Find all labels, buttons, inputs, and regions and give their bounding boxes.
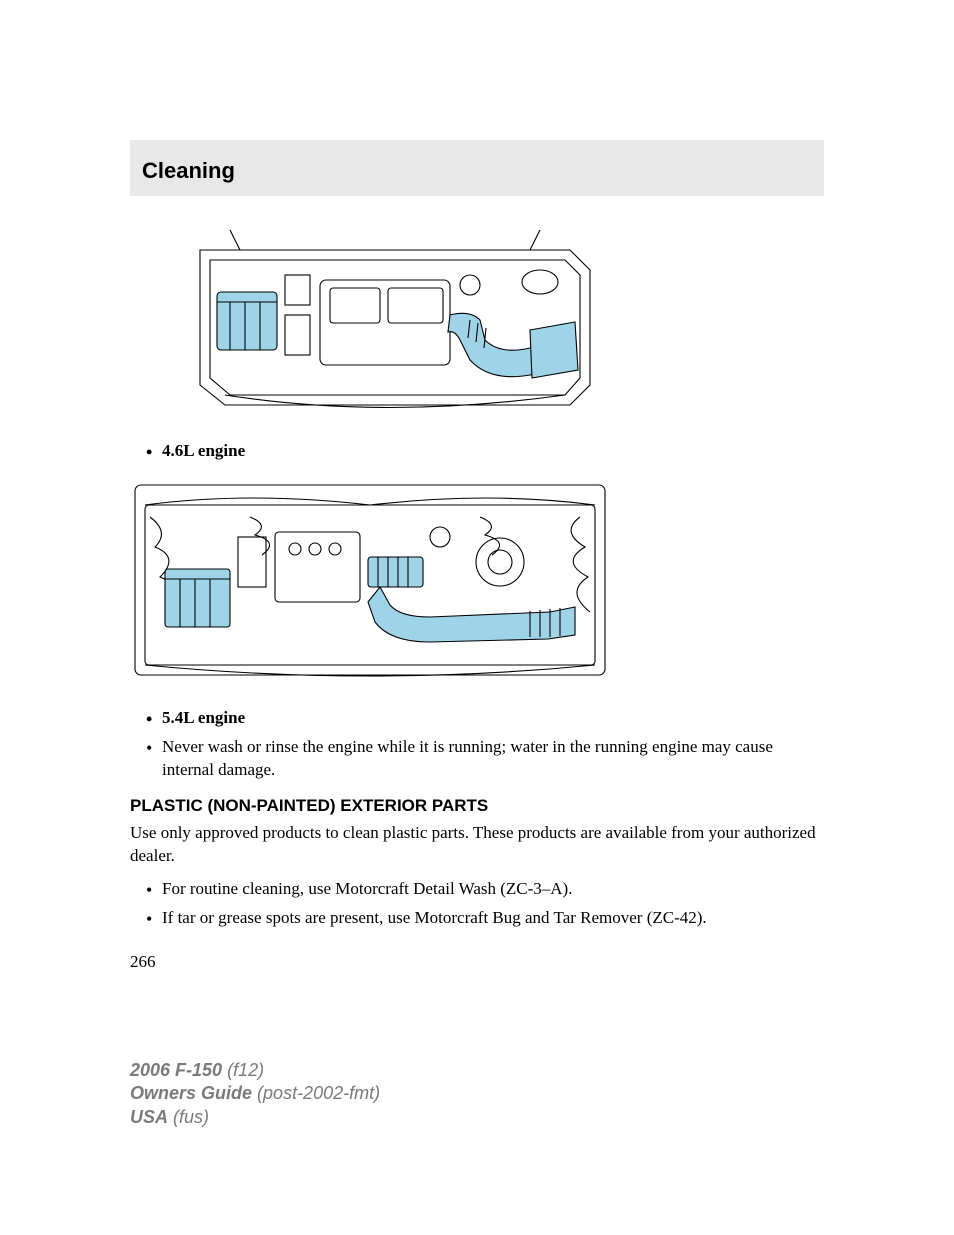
subsection-list: For routine cleaning, use Motorcraft Det…	[130, 878, 824, 930]
subsection-item-0: For routine cleaning, use Motorcraft Det…	[146, 878, 824, 901]
bullet-warning: Never wash or rinse the engine while it …	[146, 736, 824, 782]
bullet-list-engine2: 5.4L engine Never wash or rinse the engi…	[130, 707, 824, 782]
engine-diagram-2	[130, 477, 610, 687]
subsection-heading: PLASTIC (NON-PAINTED) EXTERIOR PARTS	[130, 796, 824, 816]
footer-guide: Owners Guide	[130, 1083, 252, 1103]
bullet-list-engine1: 4.6L engine	[130, 440, 824, 463]
subsection-item-1: If tar or grease spots are present, use …	[146, 907, 824, 930]
page-number: 266	[130, 952, 824, 972]
footer-guide-code: (post-2002-fmt)	[257, 1083, 380, 1103]
footer: 2006 F-150 (f12) Owners Guide (post-2002…	[130, 1059, 380, 1129]
subsection-intro: Use only approved products to clean plas…	[130, 822, 824, 868]
footer-model-code: (f12)	[227, 1060, 264, 1080]
footer-region-code: (fus)	[173, 1107, 209, 1127]
section-title: Cleaning	[142, 158, 812, 184]
bullet-46l: 4.6L engine	[146, 440, 824, 463]
section-header: Cleaning	[130, 140, 824, 196]
bullet-54l: 5.4L engine	[146, 707, 824, 730]
footer-model: 2006 F-150	[130, 1060, 222, 1080]
engine-diagram-1	[170, 220, 600, 420]
footer-region: USA	[130, 1107, 168, 1127]
